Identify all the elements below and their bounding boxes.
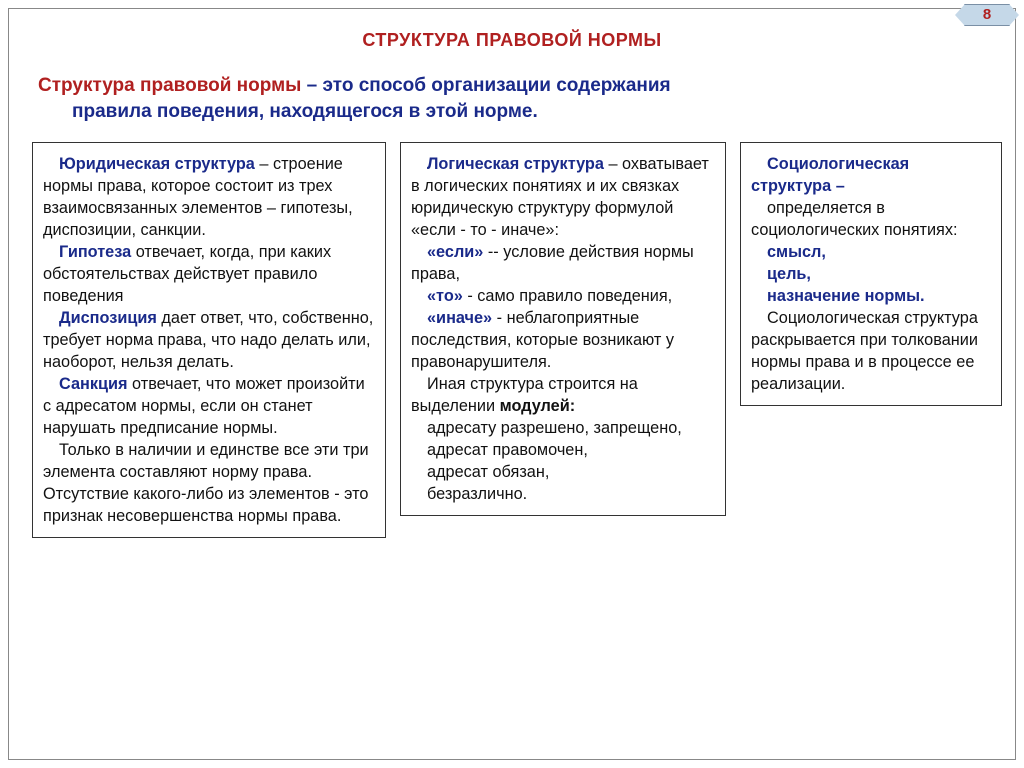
c1-p5: Только в наличии и единстве все эти три … (43, 439, 375, 527)
c2-p3: - само правило поведения, (463, 287, 672, 305)
c3-heading: Социологическая структура – (751, 155, 909, 195)
c2-p9: безразлично. (411, 483, 715, 505)
c2-p7: адресат правомочен, (411, 439, 715, 461)
c3-p6: Социологическая структура раскрывается п… (751, 307, 991, 395)
card-legal-structure: Юридическая структура – строение нормы п… (32, 142, 386, 538)
intro-definition: Структура правовой нормы – это способ ор… (38, 73, 986, 124)
c3-goal: цель, (767, 265, 811, 283)
c1-heading: Юридическая структура (59, 155, 255, 173)
columns-container: Юридическая структура – строение нормы п… (20, 142, 1004, 538)
c3-meaning: смысл, (767, 243, 826, 261)
intro-text-1: – это способ организации содержания (301, 75, 670, 96)
c2-else: «иначе» (427, 309, 492, 327)
card-logical-structure: Логическая структура – охватывает в логи… (400, 142, 726, 516)
card-sociological-structure: Социологическая структура – определяется… (740, 142, 1002, 406)
c2-p6: адресату разрешено, запрещено, (411, 417, 715, 439)
c2-p8: адресат обязан, (411, 461, 715, 483)
slide-title: СТРУКТУРА ПРАВОВОЙ НОРМЫ (20, 30, 1004, 51)
c2-if: «если» (427, 243, 483, 261)
c1-disposition: Диспозиция (59, 309, 157, 327)
c2-heading: Логическая структура (427, 155, 604, 173)
c3-purpose: назначение нормы. (767, 287, 925, 305)
c2-modules: модулей: (500, 397, 576, 415)
c1-hypothesis: Гипотеза (59, 243, 131, 261)
c3-p2: определяется в социологических понятиях: (751, 197, 991, 241)
intro-text-2: правила поведения, находящегося в этой н… (38, 99, 986, 125)
intro-term: Структура правовой нормы (38, 75, 301, 96)
c2-then: «то» (427, 287, 463, 305)
c1-sanction: Санкция (59, 375, 128, 393)
page-number-badge: 8 (964, 4, 1010, 26)
